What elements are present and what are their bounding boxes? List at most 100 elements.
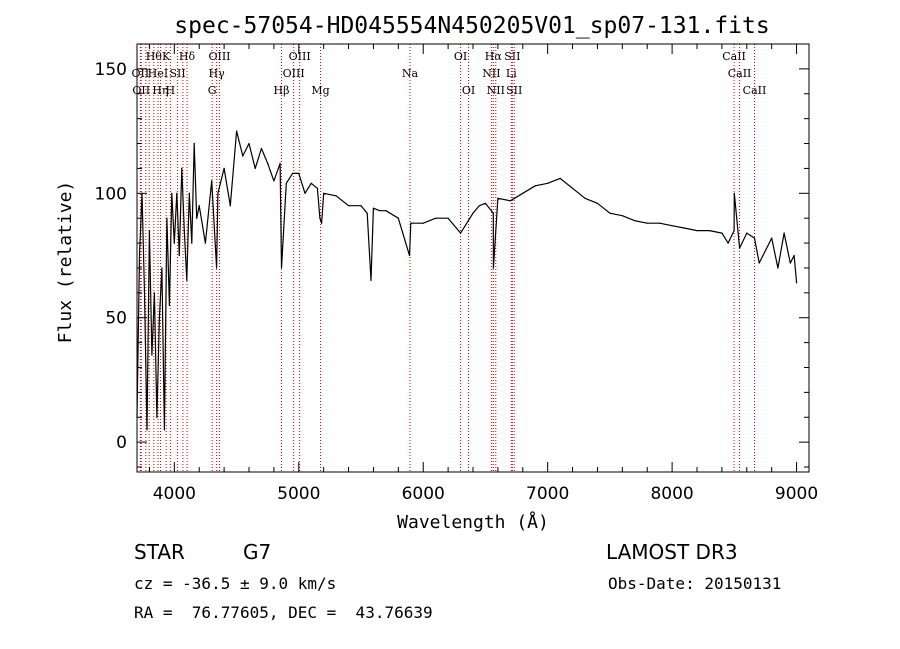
series-point <box>621 215 623 217</box>
series-point <box>646 222 648 224</box>
line-marker-label: Na <box>402 67 419 80</box>
series-point <box>211 180 213 182</box>
series-point <box>609 212 611 214</box>
series-point <box>229 205 231 207</box>
series-point <box>478 205 480 207</box>
series-point <box>727 242 729 244</box>
series-point <box>360 205 362 207</box>
series-point <box>509 200 511 202</box>
line-marker-label: SII <box>169 67 185 80</box>
line-marker-label: Hα <box>485 50 503 63</box>
series-point <box>572 187 574 189</box>
y-axis-label: Flux (relative) <box>55 181 76 344</box>
series-point <box>279 162 281 164</box>
series-point <box>746 232 748 234</box>
series-point <box>733 230 735 232</box>
line-marker-label: Hγ <box>209 67 226 80</box>
x-tick-label: 5000 <box>277 484 320 504</box>
series-point <box>254 167 256 169</box>
series-point <box>248 142 250 145</box>
series-point <box>151 354 153 356</box>
series-point <box>176 192 178 194</box>
series-point <box>153 292 155 294</box>
line-marker-label: SII <box>506 84 522 97</box>
series-point <box>721 232 723 234</box>
x-tick-label: 6000 <box>402 484 445 504</box>
line-marker-label: OII <box>132 67 150 80</box>
series-point <box>191 242 193 244</box>
series-point <box>492 212 494 214</box>
series-point <box>408 254 411 257</box>
series-point <box>534 185 536 187</box>
series-point <box>739 247 741 249</box>
series-point <box>410 222 412 224</box>
line-marker-label: OIII <box>208 50 230 63</box>
line-marker-label: CaII <box>722 50 746 63</box>
series-point <box>559 177 561 179</box>
series-point <box>758 262 760 264</box>
line-marker-label: K <box>162 50 171 63</box>
line-marker-label: CaII <box>743 84 767 97</box>
series-point <box>547 182 549 184</box>
series-point <box>292 172 294 174</box>
series-point <box>370 279 372 281</box>
axis-ticks: 4000 5000 6000 7000 8000 9000 0 50 100 150 <box>95 43 818 504</box>
series-point <box>304 192 306 194</box>
line-marker-label: Hθ <box>146 50 163 63</box>
object-class: STAR <box>134 540 185 564</box>
series-point <box>188 192 190 194</box>
line-marker-label: Mg <box>311 84 329 97</box>
coords-text: RA = 76.77605, DEC = 43.76639 <box>134 603 433 622</box>
series-point <box>273 180 275 182</box>
series-point <box>204 242 206 244</box>
series-point <box>793 254 795 257</box>
x-tick-label: 9000 <box>775 484 818 504</box>
series-point <box>168 304 170 306</box>
x-axis-label: Wavelength (Å) <box>397 511 549 533</box>
chart-title: spec-57054-HD045554N450205V01_sp07-131.f… <box>174 13 769 39</box>
line-marker-label: H <box>166 84 176 97</box>
line-marker-label: OI <box>462 84 475 97</box>
series-point <box>472 212 474 214</box>
series-point <box>460 232 462 234</box>
y-tick-label: 0 <box>116 433 127 453</box>
series-point <box>522 192 524 194</box>
object-subclass: G7 <box>243 540 272 564</box>
series-point <box>223 167 225 169</box>
series-point <box>659 222 661 224</box>
series-point <box>684 227 686 229</box>
line-marker-label: NII <box>482 67 500 80</box>
series-point <box>783 232 785 234</box>
series-point <box>435 217 437 219</box>
line-marker-label: Hη <box>152 84 168 97</box>
series-point <box>146 429 148 431</box>
x-tick-label: 4000 <box>153 484 196 504</box>
x-tick-label: 7000 <box>526 484 569 504</box>
series-point <box>171 192 173 194</box>
line-marker-label: Hβ <box>274 84 290 97</box>
x-tick-label: 8000 <box>650 484 693 504</box>
series-point <box>447 217 449 219</box>
survey-name: LAMOST DR3 <box>606 540 738 564</box>
series-point <box>156 416 158 418</box>
line-marker-label: NII <box>487 84 505 97</box>
series-point <box>196 217 198 219</box>
y-tick-label: 150 <box>95 60 127 80</box>
series-point <box>236 130 238 132</box>
series-point <box>596 202 599 204</box>
series-point <box>316 187 318 189</box>
series-point <box>217 192 219 194</box>
series-point <box>161 267 163 269</box>
line-marker-label: OIII <box>289 50 311 63</box>
series-point <box>696 230 698 232</box>
series-point <box>193 142 195 145</box>
spectrum-series <box>136 130 798 431</box>
series-point <box>323 192 325 194</box>
y-tick-label: 100 <box>95 184 127 204</box>
redshift-text: cz = -36.5 ± 9.0 km/s <box>134 574 337 593</box>
series-point <box>422 222 424 224</box>
series-point <box>183 230 185 232</box>
line-marker-label: Hδ <box>179 50 196 63</box>
series-point <box>321 222 323 224</box>
